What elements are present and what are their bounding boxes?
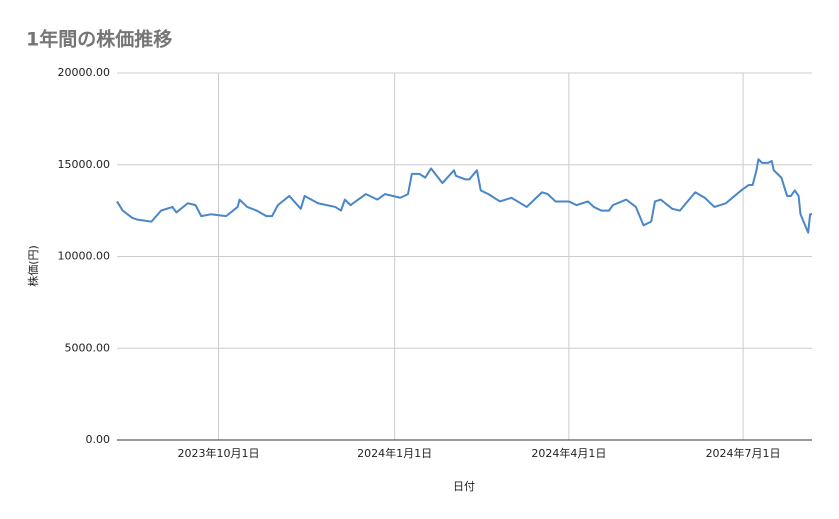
y-axis-label: 株価(円) — [26, 245, 40, 287]
data-line — [116, 158, 812, 234]
y-tick-label: 0.00 — [86, 433, 111, 446]
x-tick-label: 2024年1月1日 — [357, 446, 432, 460]
x-tick-label: 2023年10月1日 — [177, 446, 259, 460]
y-tick-label: 10000.00 — [58, 250, 111, 263]
chart-title: 1年間の株価推移 — [26, 28, 172, 51]
y-tick-label: 5000.00 — [65, 341, 111, 354]
y-tick-label: 20000.00 — [58, 66, 111, 79]
x-axis-label: 日付 — [453, 480, 475, 493]
x-tick-label: 2024年4月1日 — [531, 446, 606, 460]
y-tick-label: 15000.00 — [58, 158, 111, 171]
x-tick-label: 2024年7月1日 — [706, 446, 781, 460]
